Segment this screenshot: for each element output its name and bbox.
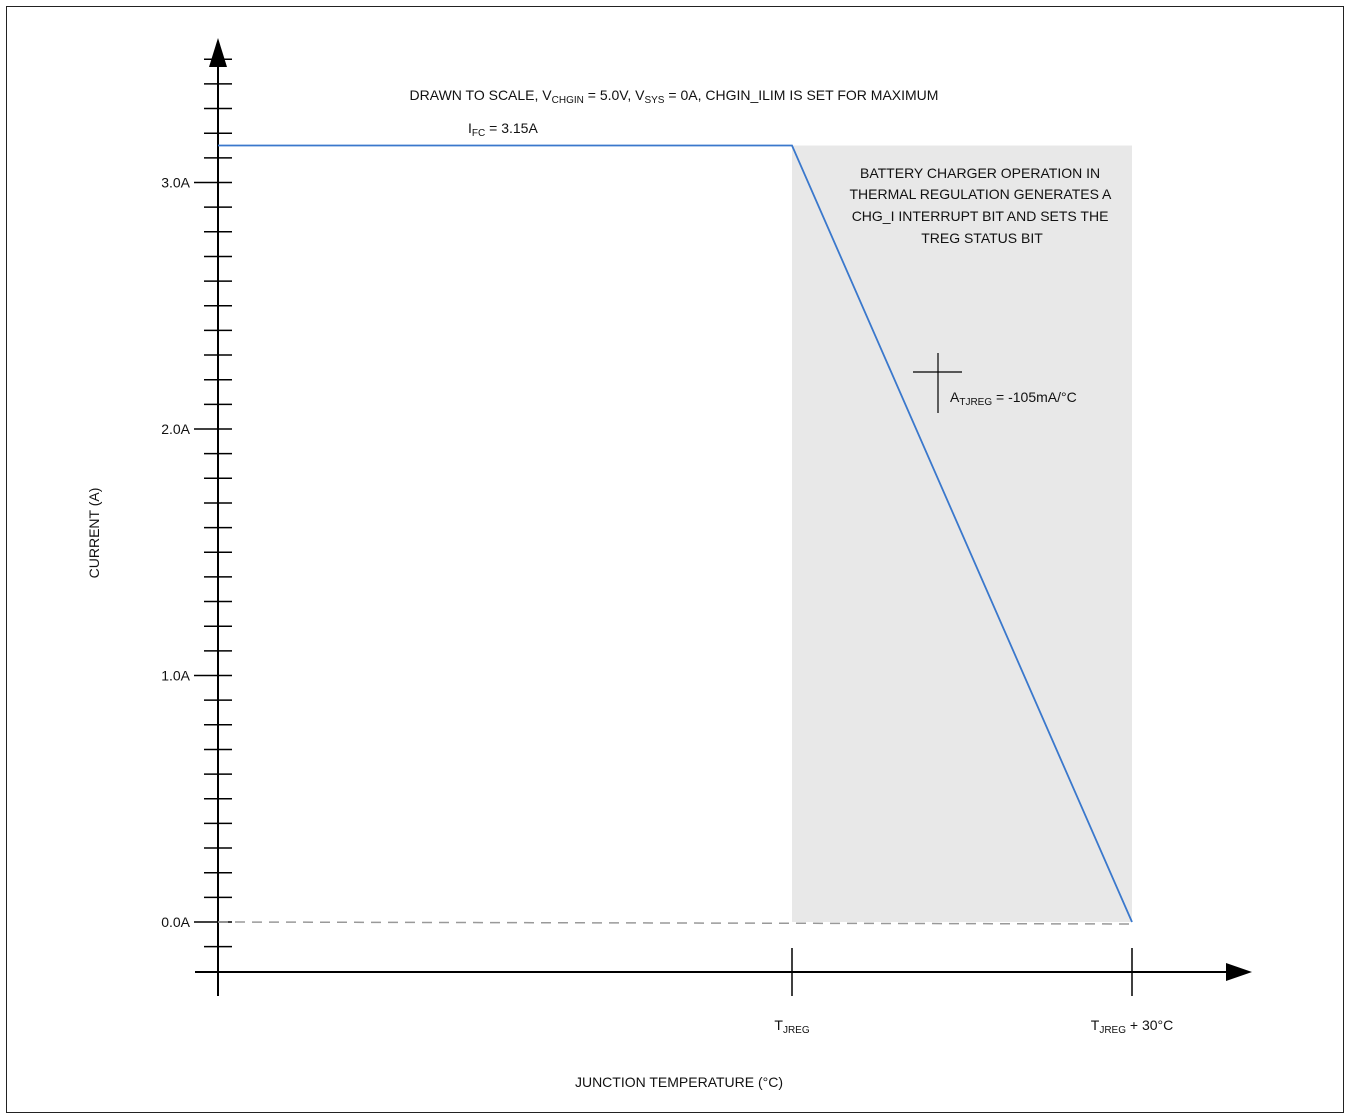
y-axis-arrow [209, 38, 227, 67]
chart-title: DRAWN TO SCALE, VCHGIN = 5.0V, VSYS = 0A… [410, 87, 939, 106]
x-axis-label: JUNCTION TEMPERATURE (°C) [575, 1074, 783, 1090]
y-tick-label: 2.0A [161, 421, 190, 437]
x-axis-arrow [1226, 963, 1252, 981]
current-series-line [218, 144, 1133, 923]
y-tick-label: 0.0A [161, 914, 190, 930]
x-tick-labels: TJREG TJREG + 30°C [774, 1017, 1173, 1036]
x-tick-marks [791, 948, 1133, 996]
x-tick-label: TJREG + 30°C [1091, 1017, 1173, 1036]
zero-reference-line [217, 921, 1133, 925]
slope-annotation: ATJREG = -105mA/°C [950, 389, 1077, 408]
y-tick-labels: 3.0A 2.0A 1.0A 0.0A [161, 175, 190, 931]
region-description: BATTERY CHARGER OPERATION IN THERMAL REG… [849, 165, 1114, 246]
region-description-line: TREG STATUS BIT [921, 230, 1043, 246]
y-tick-label: 3.0A [161, 175, 190, 191]
figure-border [6, 6, 1344, 1113]
region-description-line: CHG_I INTERRUPT BIT AND SETS THE [852, 208, 1109, 224]
y-tick-label: 1.0A [161, 668, 190, 684]
x-tick-label: TJREG [774, 1017, 809, 1036]
ifc-annotation: IFC = 3.15A [468, 120, 538, 139]
region-description-line: THERMAL REGULATION GENERATES A [849, 186, 1112, 202]
y-axis-label: CURRENT (A) [86, 488, 102, 579]
region-description-line: BATTERY CHARGER OPERATION IN [860, 165, 1100, 181]
